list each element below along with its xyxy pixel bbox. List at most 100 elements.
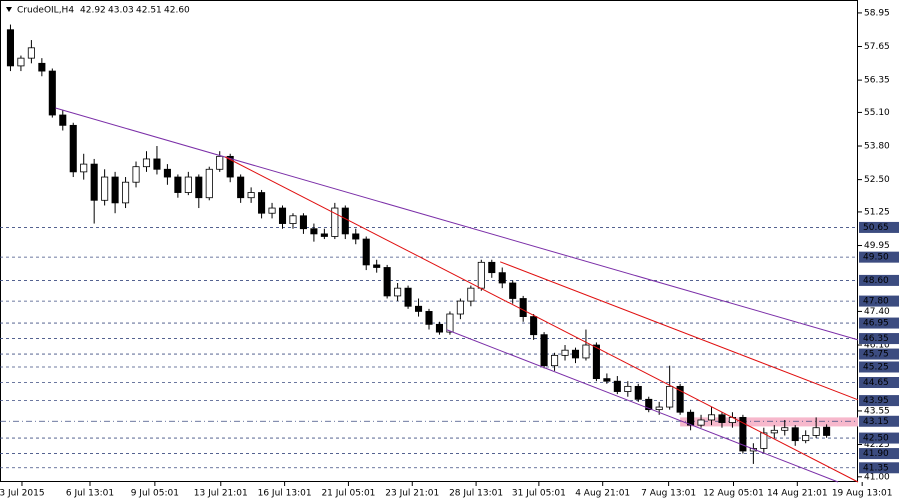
candle-body <box>17 57 25 67</box>
candle-body <box>551 354 559 367</box>
plot-frame <box>0 0 858 482</box>
candle-body <box>770 429 778 434</box>
candle-body <box>122 181 130 204</box>
candle-body <box>404 287 412 307</box>
y-tick-label: 43.55 <box>864 406 890 416</box>
trend-line <box>499 261 859 401</box>
candle-body <box>603 378 611 382</box>
header-high: 43.03 <box>108 6 134 16</box>
candle-body <box>299 215 307 230</box>
candle-body <box>509 282 517 299</box>
candle-body <box>812 427 820 436</box>
candle-body <box>341 207 349 235</box>
candle-body <box>310 228 318 235</box>
level-box <box>859 376 899 388</box>
candle-body <box>687 411 695 426</box>
candle-body <box>278 207 287 224</box>
level-label: 41.35 <box>863 463 889 473</box>
candle-body <box>456 300 464 315</box>
level-box <box>859 395 899 407</box>
candle-body <box>216 155 224 170</box>
level-label: 49.50 <box>863 253 889 263</box>
candle-body <box>69 124 77 173</box>
candle-body <box>394 287 402 297</box>
candle-body <box>153 158 161 170</box>
y-tick-label: 55.10 <box>864 108 890 118</box>
level-box <box>859 432 899 444</box>
level-label: 50.65 <box>863 223 889 233</box>
candle-body <box>666 385 674 408</box>
candle-body <box>237 176 245 199</box>
y-tick-label: 57.65 <box>864 42 890 52</box>
candle-body <box>739 416 747 452</box>
level-box <box>859 295 899 307</box>
level-box <box>859 415 899 427</box>
level-label: 46.35 <box>863 334 889 344</box>
y-tick-label: 42.25 <box>864 440 890 450</box>
level-label: 43.15 <box>863 417 889 427</box>
candle-body <box>38 62 46 72</box>
trend-line <box>224 156 859 483</box>
candle-body <box>655 406 663 411</box>
candle-body <box>59 114 67 126</box>
candle-body <box>676 385 684 413</box>
candle-body <box>718 414 726 423</box>
level-box <box>859 317 899 329</box>
candle-body <box>383 267 391 297</box>
level-box <box>859 348 899 360</box>
chart-title: CrudeOIL,H4 <box>17 6 74 16</box>
candle-body <box>90 163 98 201</box>
candle-body <box>540 334 548 367</box>
level-label: 45.75 <box>863 350 889 360</box>
candle-body <box>488 261 496 274</box>
level-label: 45.25 <box>863 362 889 372</box>
candle-body <box>226 155 234 178</box>
candle-body <box>331 207 339 237</box>
candle-body <box>268 207 276 214</box>
candle-body <box>530 316 538 336</box>
candle-body <box>645 398 653 411</box>
y-tick-label: 46.10 <box>864 341 890 351</box>
x-tick-label: 4 Aug 21:01 <box>575 489 630 499</box>
candle-body <box>823 426 831 436</box>
candle-body <box>184 176 192 193</box>
candle-body <box>6 29 15 67</box>
candle-body <box>142 158 151 168</box>
candle-body <box>781 427 789 431</box>
level-box <box>859 462 899 474</box>
y-tick-label: 51.25 <box>864 207 890 217</box>
candle-body <box>111 176 119 204</box>
candle-body <box>80 163 88 173</box>
candle-body <box>132 166 140 183</box>
candle-body <box>174 176 182 193</box>
level-label: 43.95 <box>863 396 889 406</box>
header-low: 42.51 <box>136 6 162 16</box>
candle-body <box>561 349 569 356</box>
candle-body <box>289 215 297 224</box>
y-tick-label: 58.95 <box>864 8 890 18</box>
x-tick-label: 13 Jul 21:01 <box>194 489 248 499</box>
y-tick-label: 53.80 <box>864 142 890 152</box>
candle-body <box>435 323 444 333</box>
candle-body <box>414 305 423 312</box>
candle-body <box>582 344 590 359</box>
candle-body <box>362 238 370 266</box>
x-tick-label: 6 Jul 13:01 <box>66 489 114 499</box>
header-close: 42.60 <box>164 6 190 16</box>
x-tick-label: 19 Aug 13:01 <box>832 489 893 499</box>
candle-body <box>571 349 580 359</box>
candle-body <box>791 427 799 442</box>
candle-body <box>101 176 109 201</box>
candle-body <box>195 176 203 199</box>
x-tick-label: 21 Jul 05:01 <box>321 489 375 499</box>
trend-line <box>446 329 839 483</box>
level-box <box>859 251 899 263</box>
x-tick-label: 3 Jul 2015 <box>0 489 45 499</box>
x-tick-label: 16 Jul 13:01 <box>258 489 312 499</box>
candle-body <box>48 70 56 116</box>
y-tick-label: 41.00 <box>864 472 890 482</box>
level-label: 47.80 <box>863 297 889 307</box>
candle-body <box>373 264 381 268</box>
candle-body <box>624 385 632 392</box>
